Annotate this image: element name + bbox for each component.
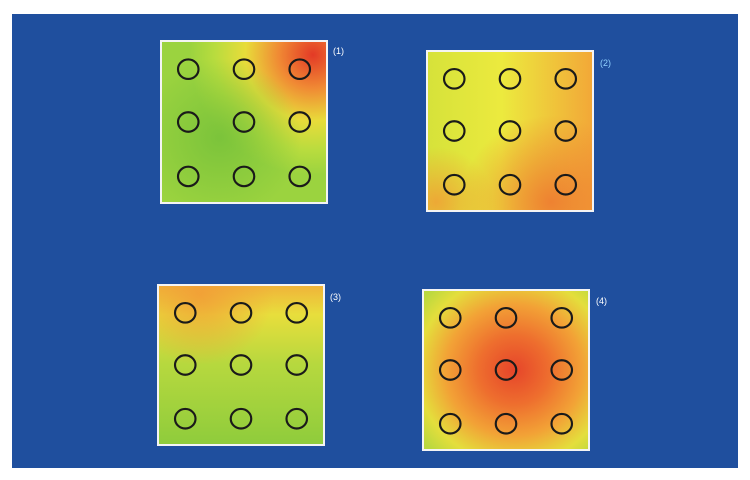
- sample-circle-plate-4-r3c2: [494, 412, 518, 435]
- sample-circle-plate-2-r2c2: [498, 120, 522, 142]
- sample-circle-plate-3-r2c3: [285, 354, 309, 376]
- sample-circle-plate-1-r2c1: [176, 111, 200, 133]
- sample-circle-plate-2-r1c3: [554, 67, 578, 90]
- sample-circle-plate-3-r1c3: [285, 301, 309, 324]
- plate-3-heatmap: [157, 284, 325, 446]
- sample-circle-plate-4-r3c3: [550, 412, 574, 435]
- sample-circle-plate-3-r1c1: [173, 301, 197, 324]
- sample-circle-plate-4-r2c3: [550, 359, 574, 381]
- plate-4-thermal-image: [424, 291, 588, 449]
- sample-circle-plate-2-r3c2: [498, 173, 522, 196]
- plate-3-label: (3): [330, 292, 341, 302]
- sample-circle-plate-1-r1c3: [288, 58, 312, 81]
- sample-circle-plate-1-r2c3: [288, 111, 312, 133]
- sample-circle-plate-2-r3c3: [554, 173, 578, 196]
- sample-circle-plate-4-r1c3: [550, 306, 574, 329]
- plate-1-heatmap: [160, 40, 328, 204]
- plate-2-heatmap: [426, 50, 594, 212]
- sample-circle-plate-1-r3c2: [232, 165, 256, 188]
- sample-circle-plate-4-r2c1: [438, 359, 462, 381]
- sample-circle-plate-1-r3c1: [176, 165, 200, 188]
- plate-1-thermal-image: [162, 42, 326, 202]
- plate-4-heatmap: [422, 289, 590, 451]
- sample-circle-plate-4-r3c1: [438, 412, 462, 435]
- sample-circle-plate-1-r1c2: [232, 58, 256, 81]
- sample-circle-plate-3-r2c2: [229, 354, 253, 376]
- sample-circle-plate-3-r3c2: [229, 407, 253, 430]
- sample-circle-plate-2-r3c1: [442, 173, 466, 196]
- sample-circle-plate-1-r2c2: [232, 111, 256, 133]
- sample-circle-plate-1-r1c1: [176, 58, 200, 81]
- plate-3-thermal-image: [159, 286, 323, 444]
- sample-circle-plate-4-r1c2: [494, 306, 518, 329]
- sample-circle-plate-4-r1c1: [438, 306, 462, 329]
- blue-background: [12, 14, 738, 468]
- plate-2-thermal-image: [428, 52, 592, 210]
- sample-circle-plate-3-r1c2: [229, 301, 253, 324]
- sample-circle-plate-2-r1c2: [498, 67, 522, 90]
- sample-circle-plate-2-r2c1: [442, 120, 466, 142]
- sample-circle-plate-2-r1c1: [442, 67, 466, 90]
- sample-circle-plate-4-r2c2: [494, 359, 518, 381]
- sample-circle-plate-2-r2c3: [554, 120, 578, 142]
- sample-circle-plate-3-r2c1: [173, 354, 197, 376]
- plate-4-label: (4): [596, 296, 607, 306]
- sample-circle-plate-3-r3c1: [173, 407, 197, 430]
- sample-circle-plate-3-r3c3: [285, 407, 309, 430]
- sample-circle-plate-1-r3c3: [288, 165, 312, 188]
- plate-2-label: (2): [600, 58, 611, 68]
- plate-1-label: (1): [333, 46, 344, 56]
